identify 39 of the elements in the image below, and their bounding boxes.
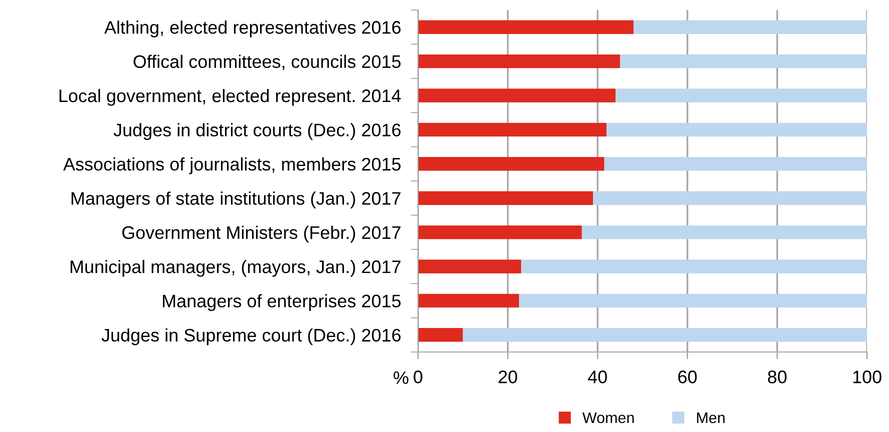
legend-label: Men bbox=[697, 412, 725, 424]
y-tick-label: Althing, elected representatives 2016 bbox=[104, 20, 401, 38]
x-tick-label: 0 bbox=[414, 370, 422, 384]
bar bbox=[418, 122, 607, 137]
y-tick-label: Managers of enterprises 2015 bbox=[162, 294, 401, 311]
bar bbox=[418, 328, 463, 342]
y-tick-label: Government Ministers (Febr.) 2017 bbox=[122, 226, 400, 243]
x-tick-label: 80 bbox=[768, 370, 787, 384]
bar bbox=[418, 294, 520, 308]
bar bbox=[418, 225, 582, 240]
bar bbox=[606, 122, 867, 137]
x-tick-label: 60 bbox=[678, 370, 697, 384]
legend-label: Women bbox=[582, 412, 634, 424]
bar bbox=[418, 54, 620, 68]
y-tick-label: Judges in district courts (Dec.) 2016 bbox=[114, 123, 401, 140]
bar bbox=[462, 328, 867, 342]
bar bbox=[620, 54, 867, 68]
bar bbox=[582, 225, 867, 240]
y-tick-label: Associations of journalists, members 2015 bbox=[63, 157, 401, 174]
y-tick-label: Municipal managers, (mayors, Jan.) 2017 bbox=[70, 260, 400, 277]
y-tick-label: Local government, elected represent. 2014 bbox=[60, 88, 401, 106]
bar bbox=[418, 20, 634, 34]
bar bbox=[418, 191, 594, 205]
x-tick-label: 20 bbox=[498, 370, 518, 384]
bar bbox=[634, 20, 867, 34]
y-tick-label: Managers of state institutions (Jan.) 2017 bbox=[72, 192, 400, 208]
bar bbox=[418, 260, 522, 274]
bar bbox=[519, 294, 867, 308]
y-tick-label: Offical committees, councils 2015 bbox=[134, 54, 401, 70]
bar bbox=[521, 260, 867, 274]
y-tick-label: Judges in Supreme court (Dec.) 2016 bbox=[102, 328, 401, 346]
x-tick-label: 100 bbox=[853, 370, 882, 384]
bar bbox=[418, 88, 616, 102]
x-tick-label: 40 bbox=[588, 370, 607, 384]
bar bbox=[616, 88, 867, 102]
bar bbox=[604, 157, 867, 171]
bar bbox=[418, 157, 604, 171]
bar bbox=[593, 191, 867, 205]
x-axis-title: % bbox=[394, 371, 408, 384]
